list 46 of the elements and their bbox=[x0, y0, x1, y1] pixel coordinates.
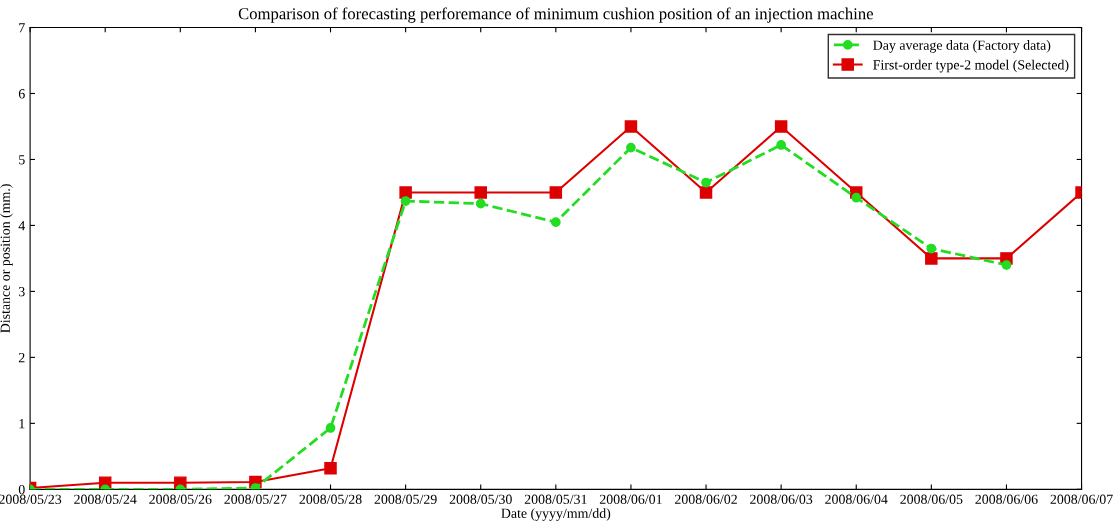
x-tick-label: 2008/05/28 bbox=[299, 494, 362, 504]
x-tick-label: 2008/06/03 bbox=[750, 494, 813, 504]
legend-label: Day average data (Factory data) bbox=[873, 40, 1051, 53]
point bbox=[1001, 260, 1012, 270]
x-tick-label: 2008/06/04 bbox=[825, 494, 888, 504]
x-tick-label: 2008/05/31 bbox=[524, 494, 587, 504]
point bbox=[624, 120, 638, 133]
y-tick-label: 3 bbox=[18, 287, 25, 297]
point bbox=[550, 217, 561, 227]
point bbox=[474, 186, 487, 199]
point bbox=[701, 177, 711, 188]
point bbox=[400, 196, 411, 206]
point bbox=[851, 192, 862, 203]
x-tick-label: 2008/06/06 bbox=[975, 494, 1038, 504]
x-tick-label: 2008/06/05 bbox=[900, 494, 963, 504]
y-axis-title: Distance or position (mm.) bbox=[0, 184, 13, 333]
chart-title: Comparison of forecasting perforemance of minimum cushion position of an injection machine bbox=[238, 7, 873, 23]
legend-label: First-order type-2 model (Selected) bbox=[873, 59, 1069, 73]
point bbox=[926, 243, 937, 254]
point bbox=[324, 461, 337, 475]
point bbox=[925, 252, 938, 265]
point bbox=[774, 120, 788, 133]
y-tick-label: 4 bbox=[18, 221, 26, 231]
point bbox=[626, 142, 636, 153]
x-tick-label: 2008/05/24 bbox=[74, 494, 137, 504]
point bbox=[776, 140, 786, 150]
y-tick-label: 7 bbox=[19, 23, 25, 33]
point bbox=[475, 198, 486, 209]
x-tick-label: 2008/05/26 bbox=[149, 494, 212, 504]
x-axis-title: Date (yyyy/mm/dd) bbox=[501, 508, 611, 521]
x-tick-label: 2008/05/30 bbox=[449, 494, 512, 504]
y-tick-label: 2 bbox=[18, 353, 25, 363]
point bbox=[699, 186, 713, 199]
y-tick-label: 5 bbox=[19, 155, 25, 165]
y-tick-label: 1 bbox=[19, 419, 25, 429]
x-tick-label: 2008/05/27 bbox=[224, 494, 287, 504]
x-tick-label: 2008/05/23 bbox=[0, 494, 62, 504]
point bbox=[549, 186, 563, 199]
y-tick-label: 0 bbox=[18, 484, 25, 495]
x-tick-label: 2008/05/29 bbox=[374, 494, 437, 504]
point bbox=[325, 423, 336, 433]
x-tick-label: 2008/06/02 bbox=[675, 494, 737, 504]
point bbox=[399, 186, 412, 199]
y-tick-label: 6 bbox=[18, 89, 25, 99]
x-tick-label: 2008/06/07 bbox=[1050, 494, 1113, 504]
x-tick-label: 2008/06/01 bbox=[599, 494, 662, 504]
